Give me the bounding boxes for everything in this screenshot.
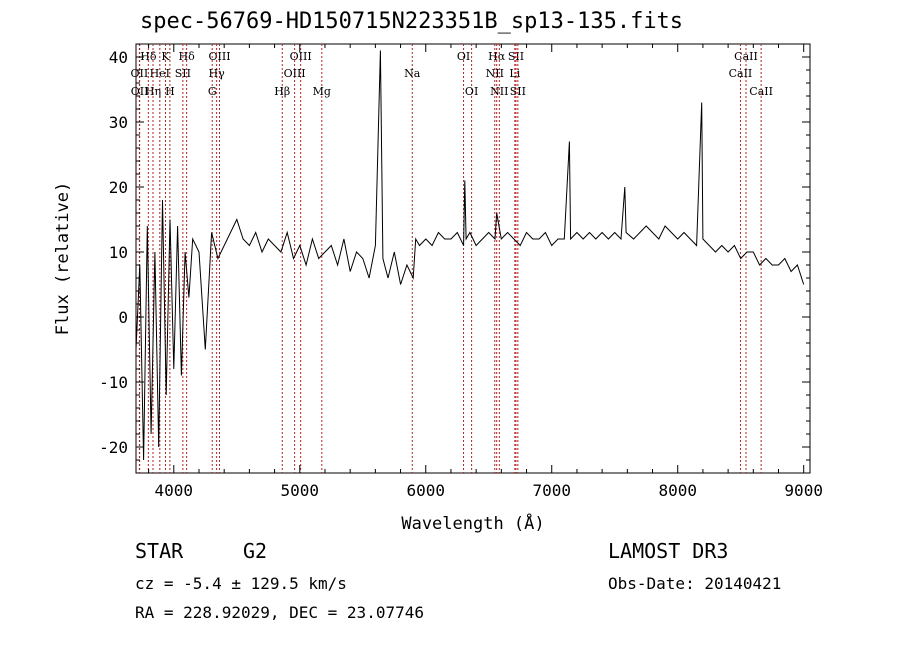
line-marker-label: SII — [508, 50, 524, 63]
line-marker-label: Li — [509, 67, 520, 80]
y-tick-label: 40 — [109, 48, 128, 67]
line-marker-label: SII — [175, 67, 191, 80]
survey-label: LAMOST DR3 — [608, 539, 729, 563]
y-tick-label: 10 — [109, 243, 128, 262]
line-marker-label: Hη — [145, 85, 161, 98]
y-axis-label: Flux (relative) — [53, 182, 73, 336]
plot-frame — [135, 43, 811, 474]
y-tick-label: 20 — [109, 178, 128, 197]
line-marker-label: SII — [510, 85, 526, 98]
line-marker-label: Hα — [488, 50, 506, 63]
chart-title: spec-56769-HD150715N223351B_sp13-135.fit… — [140, 9, 684, 34]
y-tick-label: -20 — [99, 438, 128, 457]
line-marker-label: OIII — [284, 67, 306, 80]
line-marker-label: OIII — [208, 50, 230, 63]
spectrum-line — [135, 50, 805, 461]
line-marker-label: Hβ — [274, 85, 290, 98]
line-marker-label: G — [208, 85, 217, 98]
line-marker-label: CaII — [734, 50, 758, 63]
line-marker-label: CaII — [749, 85, 773, 98]
object-subclass: G2 — [243, 539, 268, 563]
y-tick-label: 30 — [109, 113, 128, 132]
line-marker-label: H — [165, 85, 175, 98]
x-axis-label: Wavelength (Å) — [401, 512, 544, 534]
x-tick-label: 6000 — [406, 481, 445, 500]
line-marker-label: HeI — [150, 67, 170, 80]
x-tick-label: 8000 — [658, 481, 697, 500]
line-marker-label: Hγ — [209, 67, 226, 80]
x-tick-label: 4000 — [155, 481, 194, 500]
line-marker-label: Hδ — [179, 50, 196, 63]
line-marker-label: OI — [465, 85, 478, 98]
observation-date: Obs-Date: 20140421 — [608, 574, 782, 593]
y-tick-label: -10 — [99, 373, 128, 392]
line-marker-label: CaII — [729, 67, 753, 80]
x-tick-label: 9000 — [784, 481, 823, 500]
line-marker-label: OII — [131, 85, 149, 98]
line-marker-label: OI — [457, 50, 470, 63]
axes: 4000 5000 6000 7000 8000 9000 -20 -10 0 10 20 30 40 — [99, 43, 823, 500]
object-class: STAR — [135, 539, 184, 563]
line-marker-label: K — [161, 50, 170, 63]
x-tick-label: 7000 — [532, 481, 571, 500]
y-tick-label: 0 — [118, 308, 128, 327]
redshift-readout: cz = -5.4 ± 129.5 km/s — [135, 574, 347, 593]
line-marker-label: OIII — [290, 50, 312, 63]
x-tick-label: 5000 — [281, 481, 320, 500]
line-marker-label: NII — [486, 67, 504, 80]
line-marker-label: Mg — [313, 85, 331, 98]
coordinates-readout: RA = 228.92029, DEC = 23.07746 — [135, 603, 424, 622]
line-marker-label: NII — [490, 85, 508, 98]
line-marker-label: Na — [404, 67, 421, 80]
